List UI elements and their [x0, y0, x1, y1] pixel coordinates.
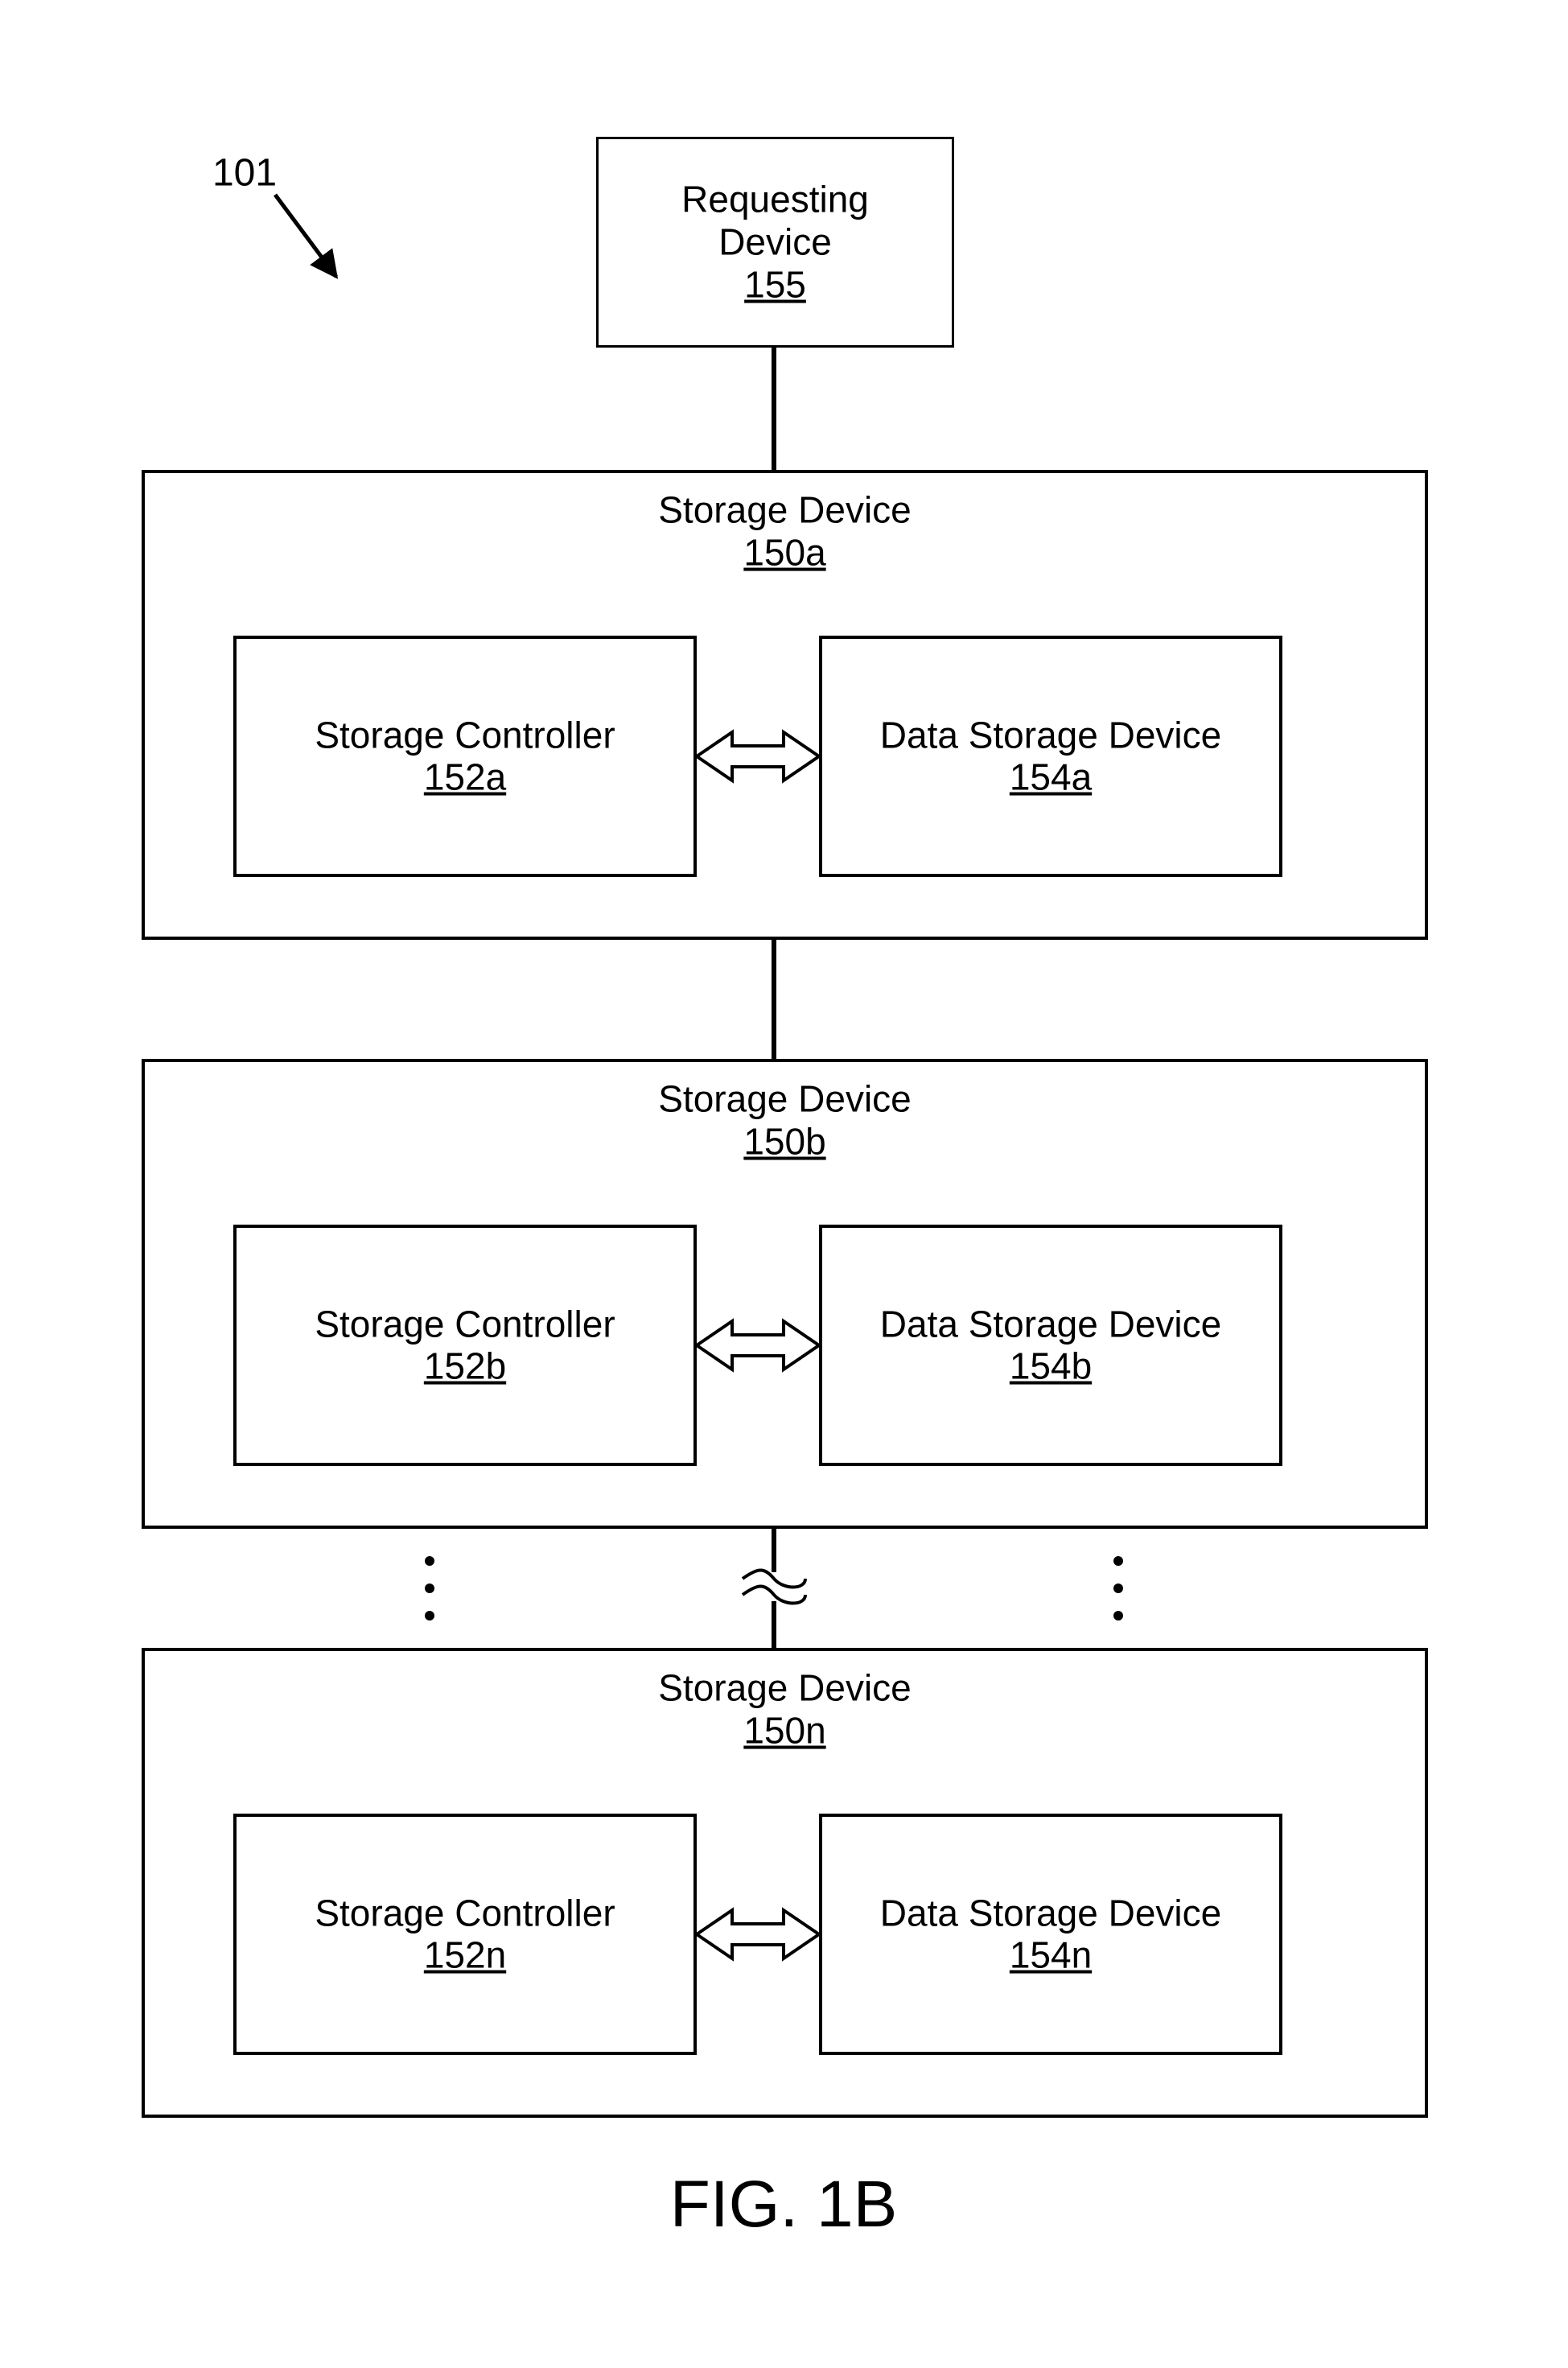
storage-controller-ref: 152a	[424, 756, 506, 799]
requesting-device-ref: 155	[744, 263, 806, 306]
data-storage-label: Data Storage Device	[880, 1303, 1221, 1345]
storage-device-ref: 150b	[743, 1121, 825, 1163]
requesting-device-title2: Device	[718, 221, 832, 264]
ellipsis-dot	[1113, 1583, 1123, 1593]
data-storage-ref: 154n	[1010, 1934, 1092, 1977]
storage-device-title: Storage Device	[658, 1078, 912, 1121]
storage-controller-ref: 152n	[424, 1934, 506, 1977]
ellipsis-dot	[425, 1556, 434, 1566]
storage-device-ref: 150a	[743, 532, 825, 574]
ellipsis-dot	[425, 1611, 434, 1621]
storage-controller-ref: 152b	[424, 1345, 506, 1388]
data-storage-ref: 154b	[1010, 1345, 1092, 1388]
storage-controller-label: Storage Controller	[315, 714, 615, 756]
storage-controller-label: Storage Controller	[315, 1303, 615, 1345]
data-storage-label: Data Storage Device	[880, 714, 1221, 756]
storage-device-title: Storage Device	[658, 1667, 912, 1710]
storage-device-title: Storage Device	[658, 489, 912, 532]
ellipsis-dot	[425, 1583, 434, 1593]
requesting-device-title1: Requesting	[681, 179, 869, 221]
ellipsis-dot	[1113, 1556, 1123, 1566]
break-mark	[743, 1571, 805, 1588]
data-storage-label: Data Storage Device	[880, 1892, 1221, 1934]
storage-controller-label: Storage Controller	[315, 1892, 615, 1934]
data-storage-ref: 154a	[1010, 756, 1092, 799]
ref-arrow	[275, 195, 336, 277]
figure-caption: FIG. 1B	[670, 2167, 898, 2242]
storage-device-ref: 150n	[743, 1710, 825, 1752]
figure-ref-number: 101	[212, 150, 277, 195]
break-mark	[743, 1587, 805, 1604]
ellipsis-dot	[1113, 1611, 1123, 1621]
